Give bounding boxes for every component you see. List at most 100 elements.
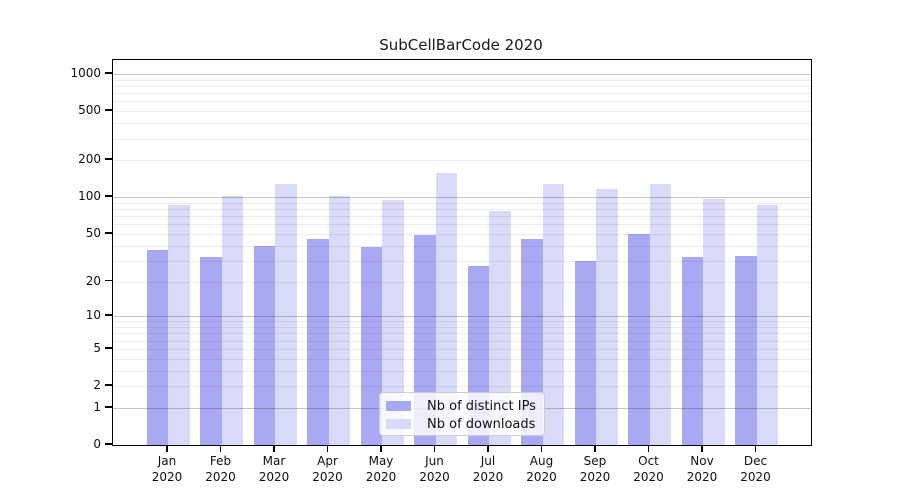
minor-gridline-500	[113, 111, 811, 113]
minor-gridline-8	[113, 327, 811, 329]
y-tick-label-10: 10	[85, 308, 101, 323]
x-tick-mark-nov	[701, 445, 703, 452]
bar-distinct-ips-may	[360, 246, 382, 445]
minor-gridline-40	[113, 245, 811, 247]
y-tick-label-5: 5	[93, 340, 101, 355]
x-tick-mark-oct	[647, 445, 650, 452]
minor-gridline-2	[113, 386, 811, 388]
bar-downloads-may	[382, 199, 404, 445]
x-tick-label-feb: Feb 2020	[205, 454, 236, 485]
x-tick-mark-apr	[326, 445, 329, 452]
y-tick-label-1: 1	[93, 399, 101, 414]
minor-gridline-5	[113, 348, 811, 350]
y-tick-mark-10	[105, 314, 112, 317]
legend-label-downloads: Nb of downloads	[427, 416, 536, 432]
x-tick-label-oct: Oct 2020	[633, 454, 664, 485]
y-tick-label-200: 200	[78, 152, 101, 167]
major-gridline-1000	[113, 74, 811, 76]
bar-downloads-aug	[542, 183, 564, 445]
y-tick-mark-1000	[105, 72, 112, 74]
minor-gridline-200	[113, 160, 811, 162]
y-tick-label-50: 50	[85, 225, 101, 240]
bar-distinct-ips-nov	[681, 257, 703, 445]
y-tick-label-500: 500	[78, 103, 101, 118]
bar-downloads-nov	[703, 199, 725, 445]
major-gridline-10	[113, 316, 811, 318]
bar-distinct-ips-dec	[735, 255, 757, 445]
x-tick-label-jul: Jul 2020	[472, 454, 504, 485]
minor-gridline-7	[113, 333, 811, 335]
minor-gridline-400	[113, 123, 811, 125]
legend-entry-downloads: Nb of downloads	[380, 415, 544, 433]
x-tick-label-nov: Nov 2020	[686, 454, 718, 485]
x-tick-label-mar: Mar 2020	[258, 454, 290, 485]
minor-gridline-50	[113, 233, 811, 235]
x-tick-mark-dec	[754, 445, 757, 452]
bar-downloads-oct	[649, 184, 671, 445]
y-tick-label-1000: 1000	[70, 66, 101, 81]
minor-gridline-80	[113, 209, 811, 211]
y-tick-mark-20	[105, 279, 112, 282]
bar-distinct-ips-feb	[200, 257, 222, 445]
minor-gridline-700	[113, 93, 811, 95]
bar-downloads-dec	[756, 205, 778, 445]
x-tick-label-apr: Apr 2020	[312, 454, 343, 485]
legend-swatch-downloads	[386, 419, 411, 429]
x-tick-mark-may	[380, 445, 382, 452]
bar-downloads-apr	[328, 195, 350, 445]
legend: Nb of distinct IPs Nb of downloads	[379, 392, 545, 436]
y-tick-label-100: 100	[78, 189, 101, 204]
y-tick-label-0: 0	[93, 437, 101, 451]
minor-gridline-3	[113, 370, 811, 372]
x-tick-label-jun: Jun 2020	[419, 454, 450, 485]
y-tick-mark-1	[105, 405, 112, 408]
minor-gridline-300	[113, 138, 811, 140]
minor-gridline-70	[113, 216, 811, 218]
bar-downloads-mar	[275, 184, 297, 445]
x-tick-mark-jul	[487, 445, 489, 452]
y-tick-mark-0	[105, 443, 112, 445]
legend-swatch-distinct-ips	[386, 401, 411, 411]
y-tick-mark-200	[105, 158, 112, 161]
major-gridline-100	[113, 197, 811, 199]
bar-downloads-jul	[489, 211, 511, 445]
x-tick-mark-mar	[273, 445, 275, 452]
bar-downloads-sep	[596, 188, 618, 445]
minor-gridline-30	[113, 260, 811, 262]
bar-downloads-jan	[168, 204, 190, 445]
minor-gridline-20	[113, 281, 811, 283]
x-tick-mark-sep	[594, 445, 596, 452]
bar-distinct-ips-jan	[146, 249, 168, 445]
y-tick-mark-5	[105, 347, 112, 349]
y-tick-mark-100	[105, 195, 112, 197]
plot-area	[112, 59, 812, 446]
minor-gridline-4	[113, 358, 811, 360]
x-tick-label-may: May 2020	[365, 454, 397, 485]
x-tick-label-sep: Sep 2020	[579, 454, 611, 485]
x-tick-label-jan: Jan 2020	[151, 454, 183, 485]
legend-label-distinct-ips: Nb of distinct IPs	[427, 398, 536, 414]
bar-distinct-ips-apr	[307, 239, 329, 445]
y-tick-label-20: 20	[85, 273, 101, 288]
y-tick-mark-50	[105, 232, 112, 234]
minor-gridline-9	[113, 321, 811, 323]
minor-gridline-800	[113, 86, 811, 88]
x-tick-mark-aug	[540, 445, 543, 452]
minor-gridline-600	[113, 101, 811, 103]
x-tick-label-dec: Dec 2020	[740, 454, 771, 485]
y-tick-label-2: 2	[93, 378, 101, 393]
x-tick-mark-jun	[433, 445, 436, 452]
y-tick-mark-2	[105, 384, 112, 386]
minor-gridline-90	[113, 202, 811, 204]
bar-distinct-ips-oct	[628, 233, 650, 445]
legend-entry-distinct-ips: Nb of distinct IPs	[380, 397, 544, 415]
chart-title: SubCellBarCode 2020	[379, 36, 543, 54]
bar-downloads-feb	[221, 196, 243, 445]
bar-downloads-jun	[435, 172, 457, 445]
bar-distinct-ips-mar	[253, 245, 275, 445]
x-tick-mark-jan	[166, 445, 168, 452]
minor-gridline-6	[113, 340, 811, 342]
x-tick-mark-feb	[219, 445, 222, 452]
minor-gridline-60	[113, 224, 811, 226]
